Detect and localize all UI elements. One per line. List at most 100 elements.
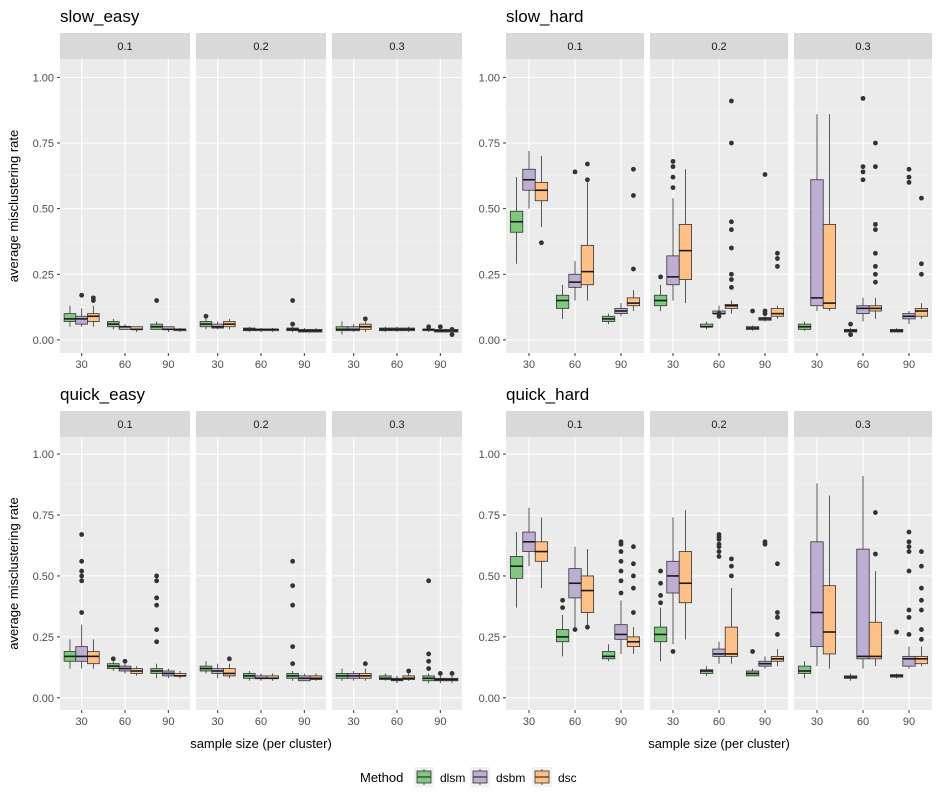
box-dsc-30	[359, 661, 372, 681]
box-outlier	[631, 585, 636, 591]
box-dlsm-90	[745, 308, 760, 331]
x-tick-label: 30	[667, 716, 679, 728]
box-outlier	[762, 539, 768, 545]
facet-strip-label: 0.3	[855, 41, 870, 53]
box-body	[75, 315, 88, 325]
x-tick-label: 60	[569, 716, 581, 728]
box-dsbm-30	[666, 517, 680, 654]
box-dsc-60	[580, 549, 595, 630]
box-outlier	[906, 179, 912, 185]
box-outlier	[154, 627, 160, 632]
box-body	[580, 244, 595, 286]
box-body	[914, 655, 929, 665]
box-body	[666, 255, 680, 286]
box-dsbm-90	[614, 303, 628, 317]
box-outlier	[154, 595, 160, 601]
box-dsc-30	[359, 316, 372, 332]
box-dsc-30	[534, 517, 549, 589]
box-outlier	[906, 529, 912, 535]
box-outlier	[631, 266, 636, 272]
box-outlier	[110, 656, 116, 662]
box-dlsm-60	[379, 326, 392, 332]
box-dsbm-60	[254, 328, 268, 332]
x-tick-label: 90	[162, 716, 174, 728]
box-dsc-90	[770, 561, 785, 667]
box-outlier	[79, 558, 85, 564]
x-tick-label: 60	[119, 359, 131, 371]
box-outlier	[90, 295, 96, 301]
x-axis-title: sample size (per cluster)	[648, 736, 790, 751]
box-outlier	[670, 158, 676, 164]
box-body	[678, 223, 693, 280]
y-tick-label: 0.50	[33, 204, 54, 216]
box-outlier	[154, 639, 160, 645]
box-dsc-60	[266, 328, 279, 332]
box-outlier	[729, 556, 734, 562]
box-dlsm-60	[699, 666, 714, 676]
box-outlier	[860, 177, 866, 183]
box-dlsm-60	[555, 284, 570, 319]
box-outlier	[290, 558, 296, 564]
box-dsbm-60	[712, 532, 726, 664]
box-dsc-60	[130, 666, 143, 676]
box-body	[87, 313, 100, 322]
box-dsbm-90	[614, 539, 628, 654]
facet-strip-label: 0.3	[855, 419, 870, 431]
box-dsc-90	[626, 166, 641, 311]
box-dsc-60	[868, 510, 883, 667]
facet-strip	[332, 33, 462, 59]
box-outlier	[426, 651, 432, 657]
box-dsc-90	[626, 544, 641, 654]
box-dlsm-90	[889, 629, 904, 679]
box-dsc-60	[130, 326, 143, 332]
panel-0.2: 0.2 30 60 90	[650, 411, 788, 728]
box-dlsm-90	[286, 558, 299, 681]
box-outlier	[775, 561, 780, 567]
box-outlier	[860, 169, 866, 175]
box-dsbm-60	[568, 546, 582, 632]
box-outlier	[426, 324, 432, 330]
box-outlier	[729, 277, 734, 282]
box-body	[555, 294, 570, 309]
box-body	[580, 575, 595, 613]
box-outlier	[906, 539, 912, 545]
box-outlier	[585, 177, 590, 183]
facet-strip	[60, 411, 190, 437]
box-outlier	[873, 551, 878, 557]
box-outlier	[618, 578, 624, 584]
facet-strip-label: 0.2	[253, 419, 268, 431]
box-outlier	[631, 573, 636, 579]
box-outlier	[873, 279, 878, 285]
box-outlier	[750, 308, 755, 314]
facet-strip-label: 0.2	[711, 41, 726, 53]
plot-title: quick_hard	[506, 385, 589, 404]
box-outlier	[919, 563, 924, 569]
box-outlier	[539, 240, 544, 246]
box-outlier	[873, 140, 878, 146]
box-dsc-90	[173, 328, 187, 332]
box-body	[534, 181, 549, 202]
y-axis-title: average misclustering rate	[6, 497, 21, 649]
box-outlier	[906, 166, 912, 172]
box-outlier	[919, 627, 924, 632]
box-outlier	[406, 668, 412, 674]
box-dlsm-60	[555, 597, 570, 657]
box-outlier	[919, 261, 924, 267]
box-dsc-90	[173, 671, 187, 679]
panel-0.3: 0.3 30 60 90	[794, 411, 932, 728]
box-dsc-90	[770, 250, 785, 319]
y-tick-label: 0.25	[33, 632, 54, 644]
box-body	[856, 548, 870, 660]
box-dsbm-60	[856, 95, 870, 322]
box-dsc-60	[402, 326, 415, 332]
y-axis-title: average misclustering rate	[6, 130, 21, 282]
box-dlsm-30	[509, 177, 524, 264]
box-outlier	[572, 627, 578, 632]
x-tick-label: 60	[569, 359, 581, 371]
box-outlier	[585, 161, 590, 167]
facet-strip	[650, 33, 788, 59]
box-dsbm-60	[568, 169, 582, 301]
